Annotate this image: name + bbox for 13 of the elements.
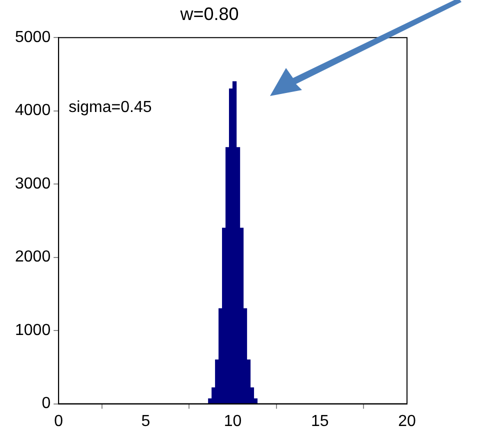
x-tick-label: 15 [311, 412, 329, 430]
chart-title: w=0.80 [179, 4, 239, 24]
y-tick-label: 2000 [15, 248, 51, 266]
x-tick-label: 5 [141, 412, 150, 430]
x-tick-label: 0 [54, 412, 64, 430]
y-tick-label: 3000 [15, 175, 51, 192]
annotation: sigma=0.45 [68, 99, 152, 116]
x-tick-label: 20 [398, 412, 416, 430]
y-tick-label: 1000 [15, 322, 51, 339]
x-tick-label: 10 [224, 412, 242, 430]
y-tick-label: 4000 [15, 102, 51, 120]
y-tick-label: 0 [42, 395, 51, 412]
y-tick-label: 5000 [15, 29, 51, 46]
